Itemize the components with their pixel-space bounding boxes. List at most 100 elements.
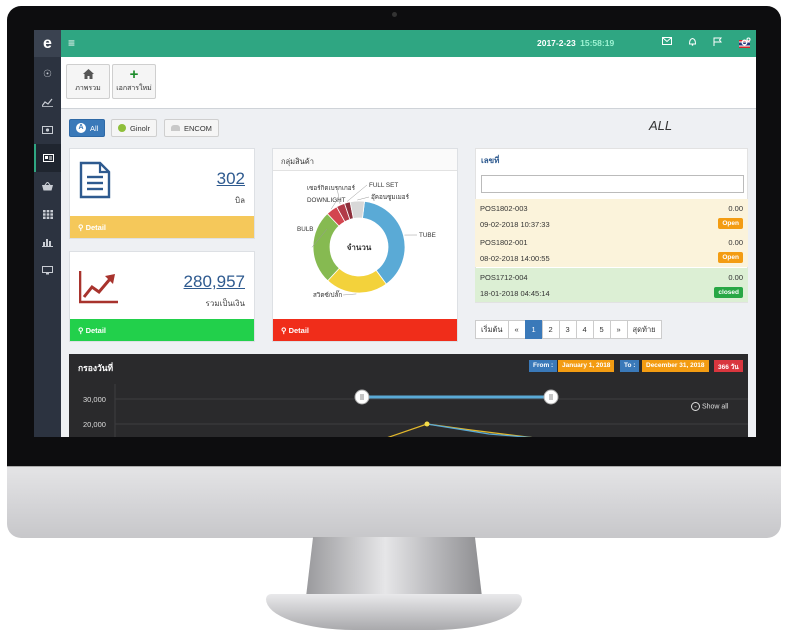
filter-ginolr-button[interactable]: Ginolr (111, 119, 158, 137)
menu-toggle-icon[interactable]: ≡ (68, 36, 76, 50)
page-4[interactable]: 4 (575, 320, 594, 339)
toolbar: ภาพรวม + เอกสารใหม่ (61, 57, 756, 109)
bar-chart-icon[interactable] (34, 228, 61, 256)
status-badge: closed (714, 287, 743, 298)
page-2[interactable]: 2 (541, 320, 560, 339)
bills-detail-button[interactable]: ⚲ Detail (70, 216, 254, 238)
current-date: 2017-2-23 (537, 38, 576, 48)
range-end-handle (543, 389, 559, 405)
product-group-panel: กลุ่มสินค้า TUBE สวิตซ์/ปลั๊ก BULB DOWNLIGH… (272, 148, 458, 342)
filter-encom-label: ENCOM (184, 123, 212, 133)
app-logo[interactable]: e (34, 30, 61, 57)
y-tick-label: 30,000 (83, 395, 106, 404)
donut-slice[interactable] (312, 213, 340, 282)
from-date[interactable]: January 1, 2018 (558, 360, 615, 372)
document-code: POS1712-004 (480, 273, 528, 282)
document-row[interactable]: POS1802-001 08-02-2018 14:00:55 0.00 Ope… (475, 233, 748, 267)
basket-icon[interactable] (34, 172, 61, 200)
new-document-button[interactable]: + เอกสารใหม่ (112, 64, 156, 99)
grid-icon[interactable] (34, 200, 61, 228)
revenue-series-line (387, 423, 533, 437)
camera-dot (392, 12, 397, 17)
donut-slice[interactable] (327, 267, 387, 294)
settings-icon[interactable] (741, 37, 751, 48)
revenue-detail-button[interactable]: ⚲ Detail (70, 319, 254, 341)
page-last[interactable]: สุดท้าย (626, 320, 662, 339)
money-icon[interactable] (34, 116, 61, 144)
page-1[interactable]: 1 (524, 320, 543, 339)
clock: 2017-2-23 15:58:19 (537, 38, 614, 48)
top-bar: ≡ 2017-2-23 15:58:19 (61, 30, 756, 57)
donut-leader-line (311, 228, 328, 248)
page-next[interactable]: » (609, 320, 628, 339)
document-search-input[interactable] (481, 175, 744, 193)
range-start-handle (354, 389, 370, 405)
y-tick-label: 20,000 (83, 420, 106, 429)
chart-line-icon[interactable] (34, 88, 61, 116)
donut-label: เซอร์กิตเบรกเกอร์ (307, 184, 356, 192)
filter-all-label: All (90, 123, 99, 133)
document-code: POS1802-001 (480, 238, 528, 247)
bills-detail-label: Detail (85, 223, 107, 232)
donut-label: DOWNLIGHT (307, 197, 346, 204)
filter-all-button[interactable]: A All (69, 119, 106, 137)
page-prev[interactable]: « (507, 320, 526, 339)
document-date: 08-02-2018 14:00:55 (480, 254, 550, 263)
overview-label: ภาพรวม (75, 85, 101, 92)
bills-card: 302 บิล ⚲ Detail (69, 148, 255, 239)
donut-leader-line (330, 199, 338, 210)
revenue-unit: รวมเป็นเงิน (205, 299, 245, 308)
app-screen: e ☉ ≡ 2017-2-23 15:58:19 (34, 30, 756, 437)
revenue-series-line (426, 423, 533, 437)
bills-unit: บิล (235, 196, 245, 205)
product-group-donut-chart: TUBE สวิตซ์/ปลั๊ก BULB DOWNLIGHT เซอร์กิตเบร… (297, 182, 436, 299)
donut-label: TUBE (419, 232, 436, 239)
document-row[interactable]: POS1802-003 09-02-2018 10:37:33 0.00 Ope… (475, 199, 748, 233)
zoom-out-icon: - (691, 402, 700, 411)
page-3[interactable]: 3 (558, 320, 577, 339)
flag-icon[interactable] (713, 37, 722, 48)
search-icon: ⚲ (78, 223, 84, 232)
to-label: To : (620, 360, 640, 372)
show-all-button[interactable]: - Show all (691, 402, 728, 411)
donut-leader-line (342, 293, 357, 296)
document-number-header: เลขที่ (481, 156, 500, 165)
to-date[interactable]: December 31, 2018 (642, 360, 709, 372)
filter-encom-button[interactable]: ENCOM (164, 119, 219, 137)
revenue-card: 280,957 รวมเป็นเงิน ⚲ Detail (69, 251, 255, 342)
all-badge-icon: A (76, 123, 86, 133)
revenue-total[interactable]: 280,957 (183, 272, 245, 291)
page-first[interactable]: เริ่มต้น (475, 320, 509, 339)
encom-logo-icon (171, 125, 180, 131)
document-icon (79, 161, 111, 199)
donut-leader-line (346, 184, 368, 202)
bell-icon[interactable] (688, 37, 697, 48)
donut-slice[interactable] (349, 200, 365, 220)
overview-button[interactable]: ภาพรวม (66, 64, 110, 99)
document-amount: 0.00 (728, 204, 743, 213)
date-range-slider[interactable] (69, 354, 748, 437)
document-code: POS1802-003 (480, 204, 528, 213)
donut-label: FULL SET (369, 182, 398, 189)
mail-icon[interactable] (662, 37, 672, 47)
donut-leader-line (357, 196, 370, 201)
dashboard-icon[interactable]: ☉ (43, 68, 52, 80)
trend-up-icon (79, 271, 118, 304)
donut-label: อุ๊คอนซูมเมอร์ (371, 193, 410, 201)
data-point (424, 421, 430, 427)
thai-flag-icon[interactable] (739, 40, 750, 48)
page-5[interactable]: 5 (592, 320, 611, 339)
donut-label: BULB (297, 226, 313, 233)
document-date: 18-01-2018 04:45:14 (480, 289, 550, 298)
product-group-detail-button[interactable]: ⚲ Detail (273, 319, 457, 341)
product-group-title: กลุ่มสินค้า (273, 149, 457, 171)
home-icon (67, 68, 109, 83)
bills-count[interactable]: 302 (216, 169, 245, 188)
id-card-icon[interactable] (34, 144, 61, 172)
current-time: 15:58:19 (580, 38, 615, 48)
monitor-icon[interactable] (34, 256, 61, 284)
document-amount: 0.00 (728, 238, 743, 247)
document-row[interactable]: POS1712-004 18-01-2018 04:45:14 0.00 clo… (475, 268, 748, 302)
status-badge: Open (718, 218, 743, 229)
document-date: 09-02-2018 10:37:33 (480, 220, 550, 229)
